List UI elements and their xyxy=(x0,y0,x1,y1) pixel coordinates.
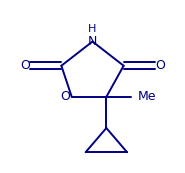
Text: O: O xyxy=(20,59,30,72)
Text: O: O xyxy=(155,59,165,72)
Text: N: N xyxy=(88,35,97,48)
Text: H: H xyxy=(88,24,97,34)
Text: Me: Me xyxy=(137,90,156,103)
Text: O: O xyxy=(60,90,70,103)
